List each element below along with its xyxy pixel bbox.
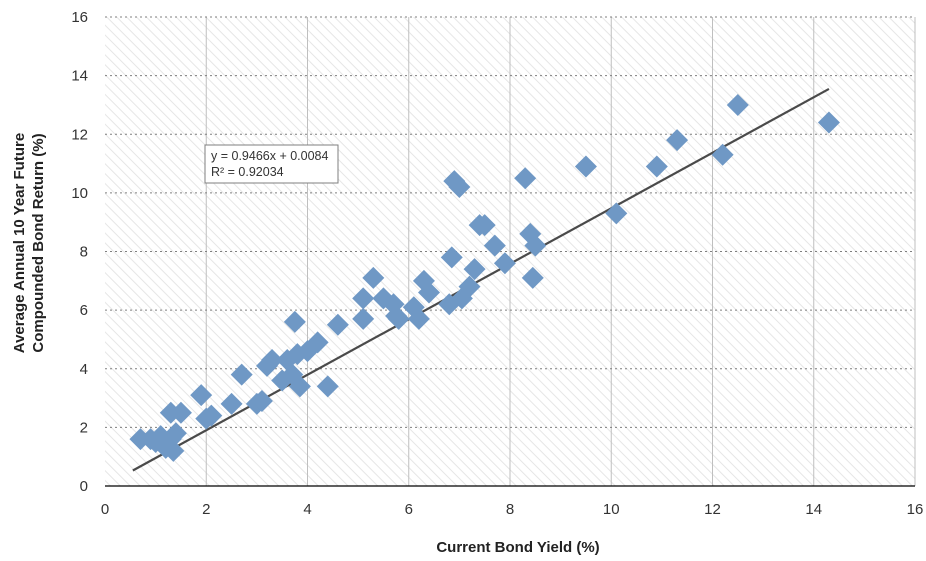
equation-line1: y = 0.9466x + 0.0084	[211, 149, 329, 163]
y-tick-label: 2	[80, 419, 88, 436]
y-tick-label: 6	[80, 302, 88, 319]
x-tick-label: 4	[303, 501, 311, 518]
y-tick-label: 10	[71, 185, 88, 202]
y-tick-label: 14	[71, 68, 88, 85]
y-axis-title-line1: Average Annual 10 Year Future	[11, 133, 28, 353]
x-axis-title: Current Bond Yield (%)	[436, 539, 599, 556]
y-axis-title-line2: Compounded Bond Return (%)	[30, 133, 47, 352]
y-tick-label: 16	[71, 9, 88, 26]
x-tick-label: 2	[202, 501, 210, 518]
y-tick-label: 4	[80, 361, 88, 378]
equation-line2: R² = 0.92034	[211, 165, 284, 179]
y-tick-label: 12	[71, 126, 88, 143]
x-tick-label: 10	[603, 501, 620, 518]
x-tick-label: 16	[907, 501, 924, 518]
x-tick-label: 0	[101, 501, 109, 518]
y-tick-label: 8	[80, 244, 88, 261]
equation-box: y = 0.9466x + 0.0084 R² = 0.92034	[205, 145, 338, 183]
x-tick-label: 14	[805, 501, 822, 518]
x-tick-label: 12	[704, 501, 721, 518]
x-tick-label: 8	[506, 501, 514, 518]
x-tick-label: 6	[405, 501, 413, 518]
y-tick-label: 0	[80, 478, 88, 495]
